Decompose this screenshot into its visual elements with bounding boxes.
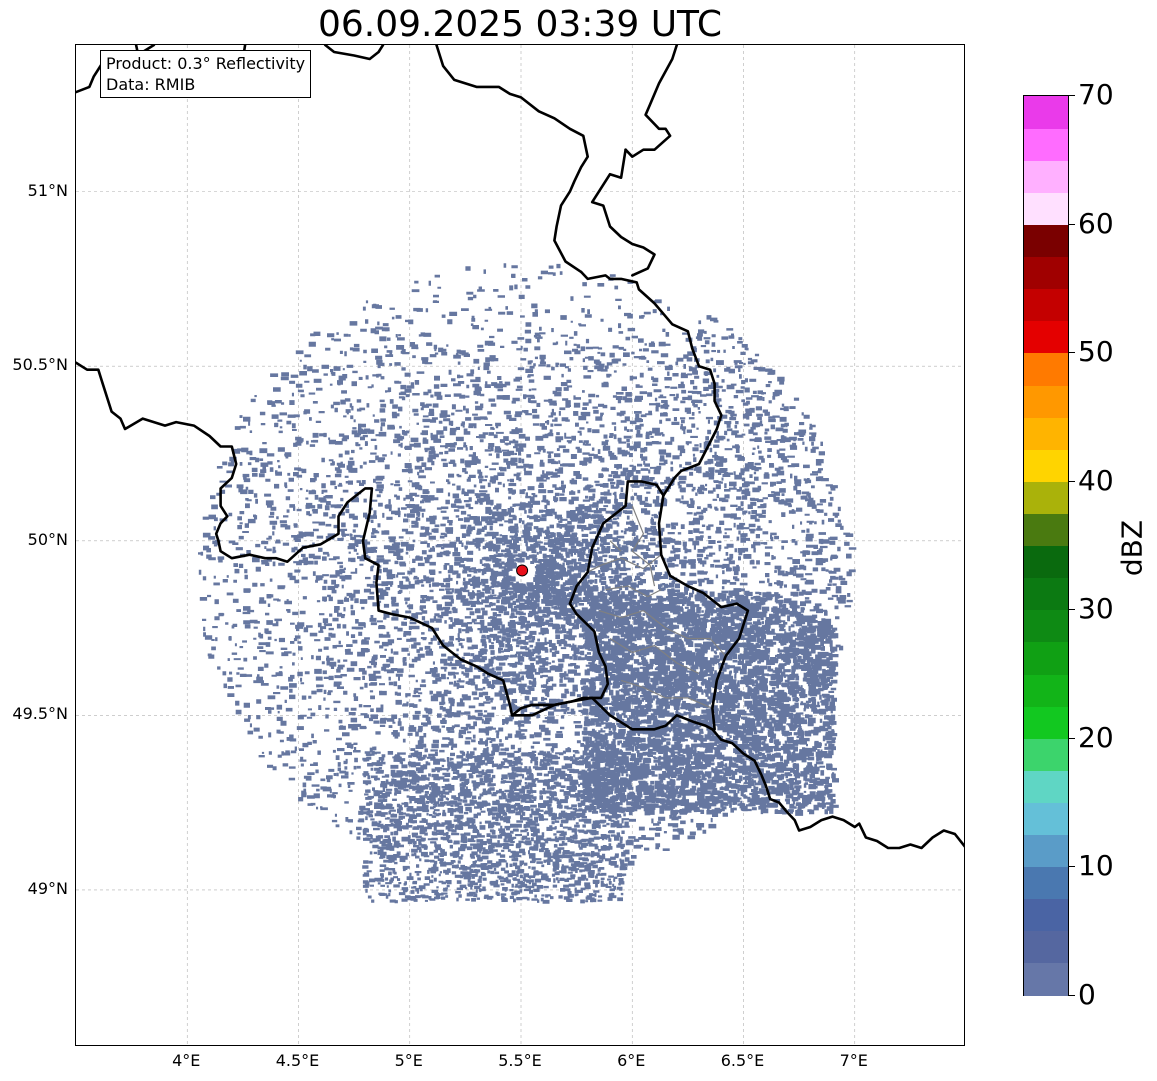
radar-site-layer bbox=[516, 564, 529, 577]
country-border bbox=[323, 45, 385, 61]
admin-boundary bbox=[609, 540, 622, 552]
colorbar-segment bbox=[1024, 384, 1068, 418]
colorbar-tick bbox=[1069, 609, 1075, 611]
country-border bbox=[435, 45, 590, 274]
country-border bbox=[579, 270, 723, 497]
colorbar-segment bbox=[1024, 192, 1068, 226]
colorbar-tick bbox=[1069, 95, 1075, 96]
colorbar-segment bbox=[1024, 866, 1068, 900]
lon-tick-label: 5°E bbox=[394, 1051, 423, 1070]
colorbar-segment bbox=[1024, 673, 1068, 707]
radar-site-marker bbox=[516, 564, 529, 577]
lon-tick-label: 6°E bbox=[617, 1051, 646, 1070]
colorbar-segment bbox=[1024, 738, 1068, 771]
admin-boundary bbox=[598, 609, 727, 657]
lat-tick-label: 50.5°N bbox=[12, 355, 68, 375]
radar-map[interactable] bbox=[75, 44, 965, 1046]
lat-tick-label: 49.5°N bbox=[12, 704, 68, 724]
radar-echoes bbox=[198, 263, 857, 904]
colorbar-segment bbox=[1024, 513, 1068, 547]
colorbar-segment bbox=[1024, 288, 1068, 322]
colorbar-segment bbox=[1024, 256, 1068, 290]
admin-boundary bbox=[631, 505, 656, 587]
colorbar-segment bbox=[1024, 224, 1068, 258]
colorbar-segment bbox=[1024, 802, 1068, 836]
colorbar-segment bbox=[1024, 706, 1068, 739]
lat-tick-label: 50°N bbox=[27, 529, 68, 549]
colorbar-segment bbox=[1024, 770, 1068, 803]
reflectivity-echoes bbox=[198, 263, 857, 904]
map-canvas bbox=[76, 45, 964, 1045]
lon-tick-label: 5.5°E bbox=[498, 1051, 542, 1070]
colorbar-segment bbox=[1024, 128, 1068, 161]
colorbar-segment bbox=[1024, 641, 1068, 675]
country-border bbox=[76, 361, 514, 717]
admin-boundary bbox=[620, 679, 713, 709]
admin-boundary bbox=[605, 585, 662, 598]
colorbar-segment bbox=[1024, 834, 1068, 868]
lon-tick-label: 4°E bbox=[172, 1051, 201, 1070]
colorbar-tick-label: 40 bbox=[1078, 463, 1114, 497]
country-border bbox=[510, 696, 964, 850]
colorbar-tick-label: 20 bbox=[1078, 720, 1114, 754]
colorbar-tick-label: 50 bbox=[1078, 335, 1114, 369]
colorbar-tick bbox=[1069, 223, 1075, 225]
colorbar-segment bbox=[1024, 962, 1068, 996]
colorbar-segment bbox=[1024, 545, 1068, 579]
colorbar-segment bbox=[1024, 930, 1068, 964]
admin-boundary bbox=[609, 637, 700, 674]
colorbar-segment bbox=[1024, 449, 1068, 482]
colorbar-segment bbox=[1024, 898, 1068, 932]
colorbar-tick bbox=[1069, 737, 1075, 739]
colorbar-label: dBZ bbox=[1115, 519, 1149, 577]
colorbar-segment bbox=[1024, 481, 1068, 514]
product-label: Product: 0.3° Reflectivity bbox=[106, 54, 306, 73]
country-border bbox=[624, 45, 679, 158]
colorbar-tick-label: 10 bbox=[1078, 849, 1114, 883]
info-box: Product: 0.3° Reflectivity Data: RMIB bbox=[100, 50, 312, 98]
colorbar-segment bbox=[1024, 320, 1068, 354]
colorbar-tick bbox=[1069, 352, 1075, 354]
country-border bbox=[657, 494, 750, 731]
lon-tick-label: 7°E bbox=[839, 1051, 868, 1070]
colorbar-segment bbox=[1024, 160, 1068, 193]
data-source-label: Data: RMIB bbox=[106, 75, 196, 94]
lon-tick-label: 4.5°E bbox=[275, 1051, 320, 1070]
colorbar-tick bbox=[1069, 866, 1075, 868]
lon-tick-label: 6.5°E bbox=[720, 1051, 765, 1070]
lat-tick-label: 49°N bbox=[27, 878, 68, 898]
colorbar-tick bbox=[1069, 480, 1075, 482]
colorbar-segment bbox=[1024, 417, 1068, 450]
colorbar-segment bbox=[1024, 96, 1068, 129]
colorbar bbox=[1023, 95, 1069, 996]
colorbar-segment bbox=[1024, 577, 1068, 611]
colorbar-tick-label: 60 bbox=[1078, 206, 1114, 240]
lat-tick-label: 51°N bbox=[27, 180, 68, 200]
colorbar-segment bbox=[1024, 352, 1068, 386]
colorbar-tick-label: 70 bbox=[1078, 78, 1114, 111]
gridlines bbox=[76, 45, 964, 1045]
colorbar-tick-label: 30 bbox=[1078, 592, 1114, 626]
chart-title: 06.09.2025 03:39 UTC bbox=[317, 4, 723, 45]
colorbar-segment bbox=[1024, 609, 1068, 643]
admin-boundaries bbox=[587, 505, 727, 709]
colorbar-tick-label: 0 bbox=[1078, 978, 1096, 1011]
country-border bbox=[590, 148, 656, 277]
colorbar-tick bbox=[1069, 995, 1075, 996]
